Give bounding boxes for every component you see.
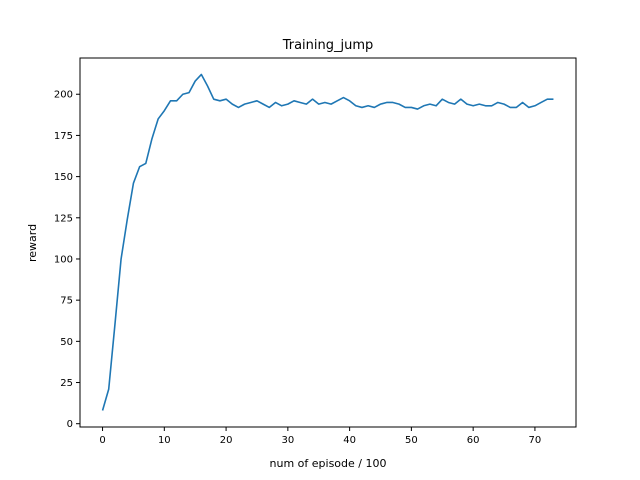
y-tick-label: 100 — [54, 254, 73, 265]
x-tick-label: 10 — [158, 435, 171, 446]
x-tick-label: 40 — [343, 435, 356, 446]
y-tick-label: 175 — [54, 131, 73, 142]
y-tick-label: 150 — [54, 172, 73, 183]
y-tick-label: 50 — [60, 337, 73, 348]
x-tick-label: 30 — [281, 435, 294, 446]
y-axis-label: reward — [26, 224, 39, 262]
chart-title: Training_jump — [282, 38, 374, 53]
plot-area: 0 10 20 30 40 50 60 70 0 25 50 75 100 125 150 175 200 — [54, 73, 554, 446]
x-tick-label: 0 — [99, 435, 105, 446]
y-tick-label: 75 — [60, 296, 73, 307]
x-tick-label: 60 — [467, 435, 480, 446]
y-tick-label: 25 — [60, 378, 73, 389]
x-tick-label: 70 — [529, 435, 542, 446]
y-tick-label: 0 — [67, 419, 73, 430]
y-tick-label: 125 — [54, 213, 73, 224]
x-tick-label: 20 — [220, 435, 233, 446]
series-line-0 — [101, 73, 554, 411]
plot-frame — [79, 57, 577, 428]
x-axis-label: num of episode / 100 — [270, 457, 387, 470]
y-tick-label: 200 — [54, 90, 73, 101]
x-tick-label: 50 — [405, 435, 418, 446]
